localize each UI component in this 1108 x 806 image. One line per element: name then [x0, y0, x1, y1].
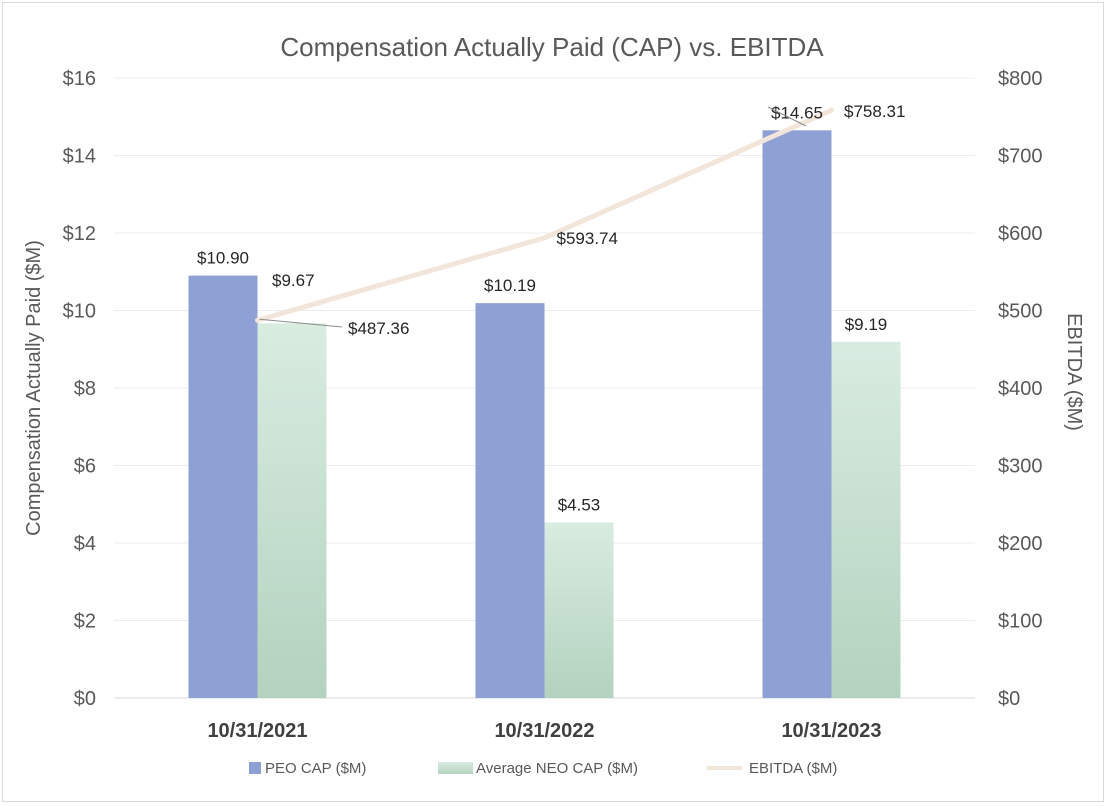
y-tick-label: $14 [63, 146, 96, 168]
legend-label-ebitda: EBITDA ($M) [749, 760, 837, 777]
y-tick-label: $0 [74, 688, 96, 710]
data-label-peo-cap: $10.90 [197, 249, 249, 268]
bar-average-neo-cap [831, 341, 901, 698]
legend-swatch-average-neo-cap [438, 762, 473, 774]
y-tick-label: $16 [63, 68, 96, 90]
data-label-peo-cap: $10.19 [484, 276, 536, 295]
line-series [255, 107, 834, 323]
y2-tick-label: $0 [998, 688, 1020, 710]
y2-tick-label: $100 [998, 611, 1043, 633]
y2-tick-label: $800 [998, 68, 1043, 90]
data-label-ebitda: $593.74 [557, 229, 618, 248]
ebitda-line [255, 107, 834, 323]
bar-marks [188, 130, 901, 698]
leader-line [767, 106, 807, 127]
bar-average-neo-cap [544, 522, 614, 698]
y-tick-label: $6 [74, 456, 96, 478]
y2-tick-label: $200 [998, 533, 1043, 555]
data-label-average-neo-cap: $4.53 [558, 495, 601, 514]
y2-tick-label: $500 [998, 301, 1043, 323]
y2-tick-label: $600 [998, 223, 1043, 245]
legend-label-average-neo-cap: Average NEO CAP ($M) [476, 760, 638, 777]
tick-labels: $0 $0 $2 $100 $4 $200 $6 $300 $8 $400 $10 $500 $12 $6… [63, 68, 1043, 742]
y-tick-label: $4 [74, 533, 96, 555]
y2-tick-label: $300 [998, 456, 1043, 478]
legend: PEO CAP ($M) Average NEO CAP ($M) EBITDA (… [249, 760, 837, 777]
bar-peo-cap [188, 275, 258, 698]
y-tick-label: $2 [74, 611, 96, 633]
y-tick-label: $8 [74, 378, 96, 400]
data-label-ebitda: $758.31 [844, 102, 905, 121]
chart-title: Compensation Actually Paid (CAP) vs. EBI… [280, 32, 824, 62]
legend-label-peo-cap: PEO CAP ($M) [265, 760, 366, 777]
y2-axis-label: EBITDA ($M) [1063, 313, 1085, 431]
bar-peo-cap [762, 130, 832, 698]
bar-peo-cap [475, 303, 545, 698]
bar-average-neo-cap [257, 323, 327, 698]
data-label-average-neo-cap: $9.19 [845, 315, 888, 334]
y2-tick-label: $400 [998, 378, 1043, 400]
x-tick-label: 10/31/2021 [207, 720, 307, 742]
data-label-peo-cap: $14.65 [771, 103, 823, 122]
y-tick-label: $10 [63, 301, 96, 323]
data-label-average-neo-cap: $9.67 [272, 271, 315, 290]
leader-line [259, 318, 343, 328]
data-labels: $10.90 $10.19 $14.65 $9.67 $4.53 $9.19 $487.36… [197, 102, 905, 514]
x-tick-label: 10/31/2023 [781, 720, 881, 742]
y2-tick-label: $700 [998, 146, 1043, 168]
y-tick-label: $12 [63, 223, 96, 245]
legend-swatch-peo-cap [249, 762, 261, 774]
data-label-ebitda: $487.36 [348, 319, 409, 338]
x-tick-label: 10/31/2022 [494, 720, 594, 742]
y-axis-label: Compensation Actually Paid ($M) [23, 240, 45, 536]
